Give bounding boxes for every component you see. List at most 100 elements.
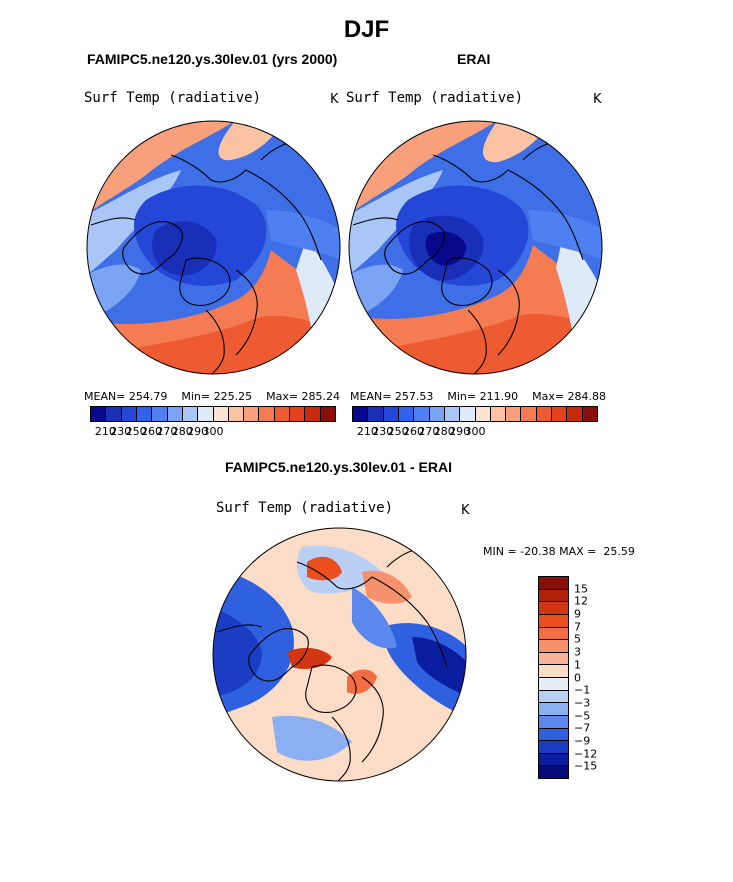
colorbar-tick-label: 250 (125, 425, 147, 438)
panel2-title: ERAI (457, 51, 491, 67)
panel3-coast-7 (216, 624, 263, 633)
colorbar-swatch (539, 728, 568, 742)
panel1-map-border (86, 120, 341, 375)
colorbar-swatch (305, 407, 321, 421)
colorbar-tick-label: 3 (574, 645, 581, 659)
panel1-coast-2 (179, 257, 231, 306)
colorbar-tick-label: 270 (156, 425, 178, 438)
panel3-title: FAMIPC5.ne120.ys.30lev.01 - ERAI (225, 459, 452, 475)
panel1-coast-3 (235, 269, 258, 356)
colorbar-swatch (582, 407, 597, 421)
colorbar-tick-label: −12 (574, 747, 598, 761)
colorbar-swatch (539, 577, 568, 590)
panel2-coast-4 (467, 309, 487, 374)
colorbar-swatch (539, 715, 568, 729)
main-title: DJF (343, 16, 390, 43)
panel3-coast-5 (296, 561, 373, 590)
colorbar-swatch (121, 407, 137, 421)
panel3-map-border (212, 527, 467, 782)
panel3-warm-c (287, 647, 332, 669)
colorbar-swatch (539, 766, 568, 778)
colorbar-tick-label: 280 (433, 425, 455, 438)
colorbar-swatch (274, 407, 291, 421)
colorbar-swatch (429, 407, 445, 421)
panel1-coast-1 (122, 221, 183, 275)
panel3-stats: MIN = -20.38 MAX = 25.59 (483, 545, 635, 558)
panel2-map (348, 120, 603, 375)
colorbar-swatch (521, 407, 537, 421)
panel3-variable: Surf Temp (radiative) (216, 500, 394, 516)
colorbar-swatch (539, 678, 568, 691)
colorbar-tick-label: 210 (94, 425, 116, 438)
colorbar-swatch (539, 640, 568, 653)
colorbar-tick-label: 300 (202, 425, 224, 438)
colorbar-tick-label: −1 (574, 683, 591, 697)
colorbar-swatch (228, 407, 245, 421)
colorbar-swatch (539, 627, 568, 641)
colorbar-swatch (368, 407, 384, 421)
colorbar-swatch (539, 614, 568, 628)
colorbar-tick-label: 250 (387, 425, 409, 438)
colorbar-swatch (539, 703, 568, 716)
colorbar-swatch (460, 407, 476, 421)
panel3-coast-4 (331, 716, 351, 781)
colorbar-swatch (506, 407, 522, 421)
colorbar-swatch (567, 407, 583, 421)
colorbar-tick-label: −5 (574, 709, 591, 723)
panel2-coast-5 (432, 154, 509, 183)
colorbar-swatch (136, 407, 153, 421)
colorbar-swatch (91, 407, 107, 421)
panel3-cool-se (352, 587, 397, 649)
panel1-stats: MEAN= 254.79 Min= 225.25 Max= 285.24 (84, 390, 341, 403)
colorbar-swatch (539, 741, 568, 754)
panel1-coast-5 (170, 154, 247, 183)
colorbar-swatch (444, 407, 461, 421)
panel3-warm-ne (362, 570, 412, 604)
colorbar-swatch (536, 407, 553, 421)
colorbar-tick-label: 1 (574, 658, 581, 672)
panel3-coast-6 (371, 576, 448, 668)
colorbar-tick-label: 260 (141, 425, 162, 438)
panel2-coast-6 (507, 169, 584, 261)
panel2-coldest (425, 231, 467, 266)
colorbar-swatch (539, 753, 568, 767)
colorbar-tick-label: 290 (449, 425, 471, 438)
colorbar-swatch (106, 407, 122, 421)
colorbar-swatch (539, 665, 568, 678)
colorbar-swatch (539, 602, 568, 615)
panel2-colorbar (352, 406, 598, 422)
panel2-variable: Surf Temp (radiative) (346, 90, 524, 106)
colorbar-tick-label: 230 (110, 425, 132, 438)
panel1-variable: Surf Temp (radiative) (84, 90, 262, 106)
colorbar-swatch (320, 407, 335, 421)
panel2-colorbar-ticks: 210 230 250 260 270 280 290 300 (0, 425, 733, 439)
colorbar-swatch (475, 407, 491, 421)
colorbar-swatch (414, 407, 430, 421)
panel1-title: FAMIPC5.ne120.ys.30lev.01 (yrs 2000) (87, 51, 338, 67)
panel3-coast-3 (361, 676, 384, 763)
panel3-coast-1 (248, 628, 309, 682)
panel2-coast-3 (497, 269, 520, 356)
colorbar-tick-label: −3 (574, 696, 591, 710)
panel1-coast-6 (245, 169, 322, 261)
panel1-cold-core2 (152, 221, 217, 276)
colorbar-tick-label: −15 (574, 759, 598, 773)
colorbar-tick-label: 230 (372, 425, 394, 438)
panel3-colorbar (538, 576, 569, 779)
colorbar-swatch (353, 407, 369, 421)
colorbar-swatch (259, 407, 275, 421)
colorbar-tick-label: 0 (574, 671, 581, 684)
colorbar-swatch (244, 407, 260, 421)
panel1-units: K (330, 92, 339, 107)
colorbar-swatch (213, 407, 229, 421)
colorbar-tick-label: 12 (574, 594, 588, 608)
colorbar-swatch (152, 407, 168, 421)
panel1-colorbar (90, 406, 336, 422)
colorbar-swatch (290, 407, 306, 421)
panel2-units: K (593, 92, 602, 107)
panel2-mid-e (528, 210, 602, 260)
colorbar-swatch (167, 407, 183, 421)
colorbar-swatch (198, 407, 214, 421)
colorbar-tick-label: −7 (574, 721, 591, 735)
colorbar-tick-label: 280 (171, 425, 193, 438)
